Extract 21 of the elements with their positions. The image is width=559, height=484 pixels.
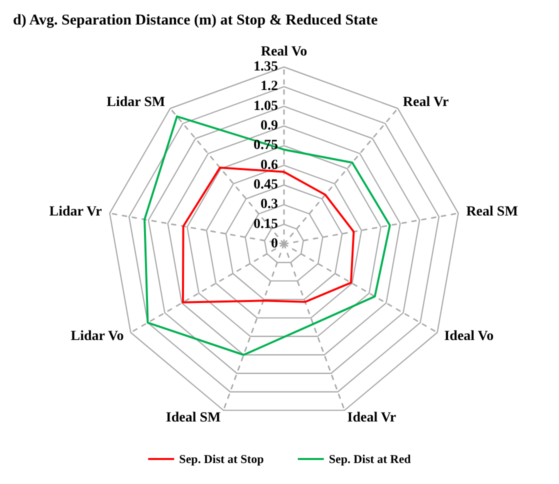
y-tick-label: 0 [271, 236, 278, 252]
spoke-label: Real Vo [260, 44, 308, 60]
y-tick-label: 0.6 [260, 158, 278, 173]
y-tick-label: 1.35 [254, 60, 278, 74]
spoke-label: Ideal SM [166, 410, 221, 426]
y-tick-label: 0.15 [254, 216, 278, 232]
spoke-label: Real SM [466, 204, 518, 220]
spoke-label: Lidar Vr [49, 204, 102, 220]
spoke-label: Lidar SM [106, 94, 166, 110]
spoke-label: Real Vr [402, 94, 449, 110]
spoke-label: Ideal Vr [347, 410, 396, 426]
spoke-label: Ideal Vo [444, 329, 494, 344]
y-tick-label: 0.3 [260, 197, 278, 212]
y-tick-label: 1.2 [260, 79, 278, 94]
legend-label: Sep. Dist at Stop [179, 452, 264, 466]
y-tick-label: 0.9 [260, 118, 278, 134]
legend-label: Sep. Dist at Red [328, 452, 412, 466]
y-tick-label: 1.05 [254, 98, 278, 114]
y-tick-label: 0.45 [254, 178, 278, 192]
spoke-label: Lidar Vo [70, 329, 124, 344]
chart-title: d) Avg. Separation Distance (m) at Stop & Reduced State [13, 12, 378, 28]
